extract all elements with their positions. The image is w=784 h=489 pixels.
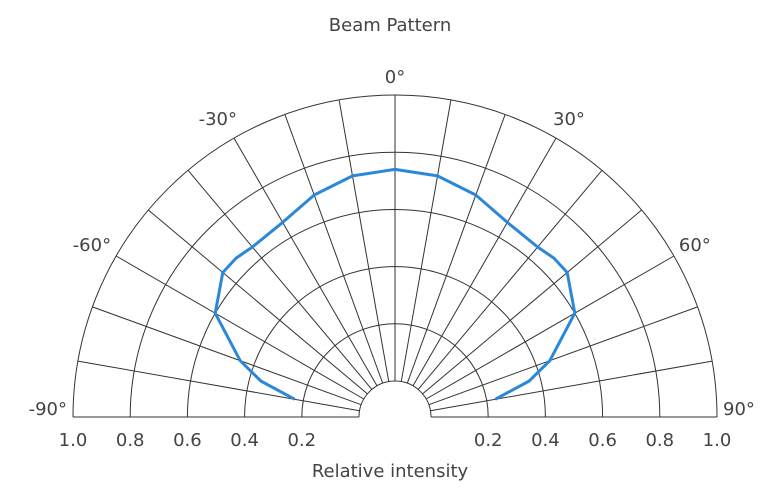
angle-label: -90°: [29, 399, 67, 420]
radial-tick-label: 0.4: [230, 430, 259, 451]
grid-spoke: [412, 137, 557, 387]
grid-spoke: [406, 114, 506, 384]
radial-tick-label: 1.0: [703, 430, 732, 451]
grid-spoke: [417, 170, 603, 390]
angle-label: -30°: [199, 109, 237, 130]
series-layer: [213, 167, 577, 401]
angle-labels: -90° -60° -30° 0° 30° 60° 90°: [29, 67, 755, 420]
angle-label: 0°: [385, 67, 405, 88]
radial-tick-labels: 1.0 0.8 0.6 0.4 0.2 0.2 0.4 0.6 0.8 1.0: [59, 430, 732, 451]
angle-label: 30°: [553, 109, 585, 130]
chart-title: Beam Pattern: [329, 15, 451, 36]
radial-tick-label: 0.4: [531, 430, 560, 451]
grid-spoke: [430, 360, 713, 412]
x-axis-label: Relative intensity: [312, 461, 469, 482]
beam-series-line: [213, 167, 577, 401]
radial-tick-label: 0.6: [173, 430, 202, 451]
grid-spoke: [428, 306, 698, 406]
polar-grid: [72, 94, 718, 418]
grid-spoke: [233, 137, 378, 387]
radial-tick-label: 0.8: [645, 430, 674, 451]
radial-tick-label: 0.8: [116, 430, 145, 451]
grid-spoke: [425, 255, 675, 400]
grid-spoke: [284, 114, 384, 384]
grid-arc: [358, 380, 432, 418]
grid-spoke: [77, 360, 360, 412]
radial-tick-label: 0.6: [588, 430, 617, 451]
angle-label: -60°: [73, 235, 111, 256]
angle-label: 90°: [723, 399, 755, 420]
grid-spoke: [338, 99, 390, 382]
grid-spoke: [92, 306, 362, 406]
angle-label: 60°: [679, 235, 711, 256]
grid-spoke: [400, 99, 452, 382]
radial-tick-label: 1.0: [59, 430, 88, 451]
grid-spoke: [148, 209, 368, 395]
grid-spoke: [422, 209, 642, 395]
radial-tick-label: 0.2: [474, 430, 503, 451]
radial-tick-label: 0.2: [287, 430, 316, 451]
grid-spoke: [115, 255, 365, 400]
grid-spoke: [187, 170, 373, 390]
